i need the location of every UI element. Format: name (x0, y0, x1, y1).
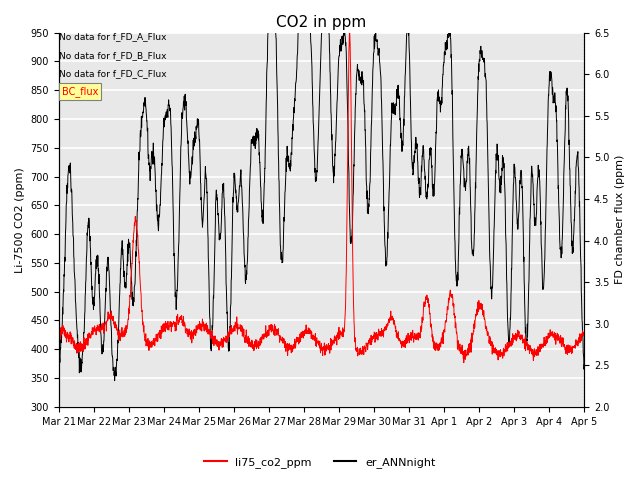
Y-axis label: FD chamber flux (ppm): FD chamber flux (ppm) (615, 155, 625, 285)
Text: No data for f_FD_C_Flux: No data for f_FD_C_Flux (59, 69, 166, 78)
Text: BC_flux: BC_flux (62, 86, 99, 97)
Y-axis label: Li-7500 CO2 (ppm): Li-7500 CO2 (ppm) (15, 167, 25, 273)
Text: No data for f_FD_A_Flux: No data for f_FD_A_Flux (59, 33, 166, 42)
Text: No data for f_FD_B_Flux: No data for f_FD_B_Flux (59, 51, 166, 60)
Title: CO2 in ppm: CO2 in ppm (276, 15, 367, 30)
Legend: li75_co2_ppm, er_ANNnight: li75_co2_ppm, er_ANNnight (200, 452, 440, 472)
